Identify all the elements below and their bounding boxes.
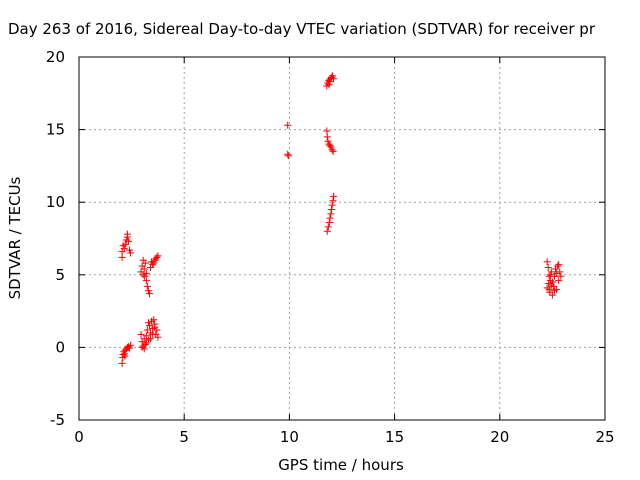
data-point <box>547 281 555 289</box>
data-point <box>150 259 158 267</box>
data-point <box>556 268 564 276</box>
data-point <box>120 245 128 253</box>
x-tick-label: 10 <box>280 428 299 446</box>
data-point <box>143 282 151 290</box>
data-point <box>141 259 149 267</box>
y-tick-label: 20 <box>46 48 65 66</box>
data-point <box>118 359 126 367</box>
chart-grid <box>79 57 605 420</box>
data-point <box>325 219 333 227</box>
data-point <box>329 197 337 205</box>
data-point <box>142 332 150 340</box>
data-point <box>284 121 292 129</box>
data-point <box>328 146 336 154</box>
data-point <box>555 261 563 269</box>
data-point <box>329 72 337 80</box>
data-point <box>144 319 152 327</box>
data-points <box>118 72 565 367</box>
data-point <box>142 339 150 347</box>
data-point <box>543 258 551 266</box>
data-point <box>547 268 555 276</box>
data-point <box>145 290 153 298</box>
data-point <box>329 147 337 155</box>
data-point <box>140 345 148 353</box>
data-point <box>149 330 157 338</box>
x-tick-label: 25 <box>595 428 614 446</box>
data-point <box>557 272 565 280</box>
data-point <box>327 210 335 218</box>
x-tick-label: 5 <box>179 428 189 446</box>
y-tick-label: 15 <box>46 121 65 139</box>
data-point <box>142 269 150 277</box>
chart-ticks <box>78 56 606 421</box>
data-point <box>121 352 129 360</box>
data-point <box>284 150 292 158</box>
x-axis-label: GPS time / hours <box>278 456 404 474</box>
data-point <box>326 214 334 222</box>
y-tick-label: 10 <box>46 193 65 211</box>
data-point <box>328 201 336 209</box>
data-point <box>543 284 551 292</box>
data-point <box>144 287 152 295</box>
x-tick-label: 0 <box>74 428 84 446</box>
data-point <box>284 152 292 160</box>
data-point <box>553 269 561 277</box>
data-point <box>324 79 332 87</box>
data-point <box>140 265 148 273</box>
data-point <box>330 192 338 200</box>
data-point <box>325 81 333 89</box>
data-point <box>548 278 556 286</box>
data-point <box>151 323 159 331</box>
data-point <box>127 249 135 257</box>
data-point <box>330 75 338 83</box>
chart-title: Day 263 of 2016, Sidereal Day-to-day VTE… <box>8 20 596 38</box>
data-point <box>327 205 335 213</box>
data-point <box>548 291 556 299</box>
x-tick-label: 15 <box>385 428 404 446</box>
y-tick-label: 0 <box>55 338 65 356</box>
y-tick-label: -5 <box>50 411 65 429</box>
data-point <box>554 262 562 270</box>
data-point <box>125 344 133 352</box>
data-point <box>141 272 149 280</box>
data-point <box>324 223 332 231</box>
data-point <box>544 264 552 272</box>
data-point <box>137 330 145 338</box>
data-point <box>326 142 334 150</box>
data-point <box>327 143 335 151</box>
data-point <box>125 246 133 254</box>
y-axis-label: SDTVAR / TECUs <box>6 176 24 299</box>
data-point <box>324 137 332 145</box>
data-point <box>139 271 147 279</box>
data-point <box>121 240 129 248</box>
data-point <box>127 341 135 349</box>
data-point <box>545 272 553 280</box>
data-point <box>546 271 554 279</box>
data-point <box>119 351 127 359</box>
data-point <box>154 252 162 260</box>
data-point <box>150 316 158 324</box>
y-tick-label: 5 <box>55 266 65 284</box>
data-point <box>323 227 331 235</box>
data-point <box>142 277 150 285</box>
data-point <box>145 322 153 330</box>
data-point <box>555 277 563 285</box>
data-point <box>149 261 157 269</box>
data-point <box>141 340 149 348</box>
data-point <box>123 230 131 238</box>
data-point <box>124 237 132 245</box>
data-point <box>153 253 161 261</box>
data-point <box>551 287 559 295</box>
x-tick-label: 20 <box>490 428 509 446</box>
data-point <box>147 335 155 343</box>
plot-area-frame <box>78 56 606 421</box>
data-point <box>143 326 151 334</box>
chart-tick-labels: 0 5 10 15 20 25 -5 0 5 10 15 20 <box>46 48 615 446</box>
data-point <box>323 133 331 141</box>
data-point <box>154 333 162 341</box>
